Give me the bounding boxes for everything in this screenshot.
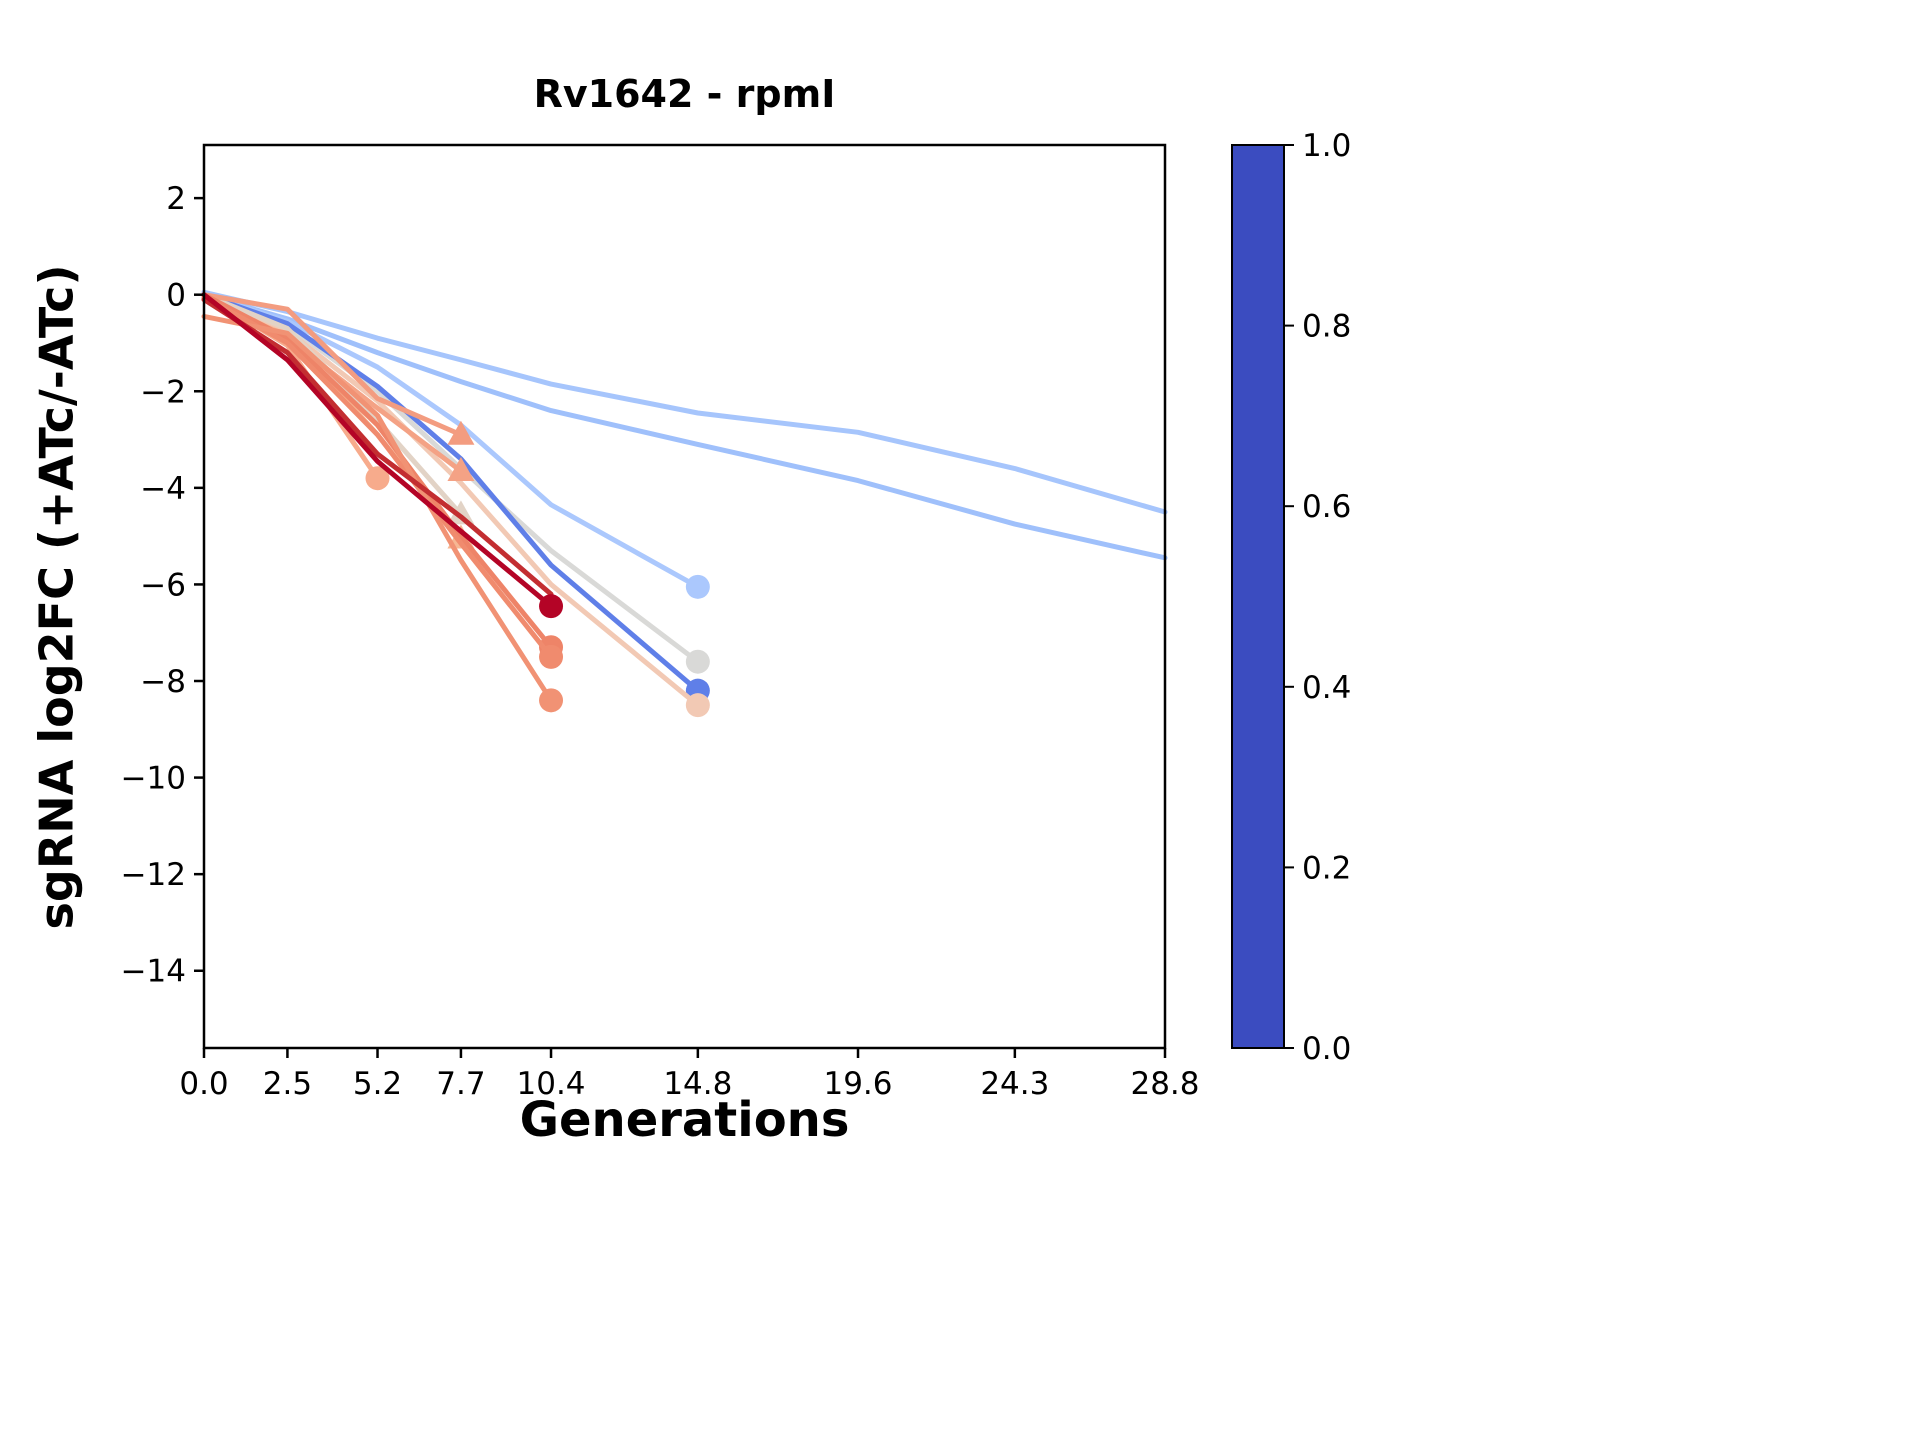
plot-spines	[202, 143, 1167, 1050]
series-marker-sg16	[365, 466, 390, 491]
y-tick-label: −4	[140, 471, 186, 507]
series-line-sg02	[201, 292, 1168, 561]
colorbar-tick-label: 0.4	[1302, 670, 1351, 706]
x-tick-label: 19.6	[823, 1066, 892, 1102]
chart-title: Rv1642 - rpmI	[533, 72, 836, 116]
x-tick-label: 7.7	[436, 1066, 485, 1102]
x-tick-label: 14.8	[663, 1066, 732, 1102]
x-tick-label: 0.0	[179, 1066, 228, 1102]
series-lines	[201, 289, 1168, 718]
y-tick-label: −8	[140, 664, 186, 700]
series-marker-sg11	[539, 688, 564, 713]
x-tick-label: 28.8	[1130, 1066, 1199, 1102]
y-tick-label: −12	[121, 857, 186, 893]
series-marker-sg12	[447, 420, 475, 445]
y-tick-label: −2	[140, 374, 186, 410]
colorbar-tick-label: 0.0	[1302, 1031, 1351, 1067]
colorbar: 1.0 0.8 0.6 0.4 0.2 0.0	[1231, 128, 1351, 1067]
y-tick-label: −10	[121, 761, 186, 797]
series-line-sg07	[201, 292, 554, 609]
x-tick-label: 10.4	[517, 1066, 586, 1102]
x-axis: 0.0 2.5 5.2 7.7 10.4 14.8 19.6 24.3 28.8	[179, 1048, 1200, 1102]
x-tick-label: 24.3	[980, 1066, 1049, 1102]
series-marker-sg10	[539, 644, 564, 669]
y-axis: 2 0 −2 −4 −6 −8 −10 −12 −14	[121, 181, 204, 990]
series-line-sg11	[201, 313, 554, 703]
series-marker-sg13	[447, 456, 475, 481]
colorbar-outline	[1231, 144, 1285, 1049]
colorbar-tick-label: 1.0	[1302, 128, 1351, 164]
series-marker-sg14	[447, 500, 475, 525]
series-line-sg08	[201, 297, 554, 597]
colorbar-tick-label: 0.8	[1302, 309, 1351, 345]
series-marker-sg03	[685, 574, 710, 599]
y-axis-label: sgRNA log2FC (+ATc/-ATc)	[29, 264, 83, 929]
y-tick-label: 0	[166, 278, 186, 314]
series-marker-sg06	[685, 693, 710, 718]
colorbar-tick-label: 0.2	[1302, 850, 1351, 886]
series-line-sg09	[201, 292, 554, 650]
colorbar-tick-label: 0.6	[1302, 489, 1351, 525]
x-tick-label: 5.2	[353, 1066, 402, 1102]
x-axis-label: Generations	[519, 1092, 850, 1148]
y-tick-label: −14	[121, 954, 186, 990]
series-line-sg12	[201, 292, 464, 438]
series-marker-sg07	[539, 594, 564, 619]
series-line-sg01	[201, 289, 1168, 515]
series-line-sg05	[201, 292, 701, 694]
y-tick-label: −6	[140, 567, 186, 603]
x-tick-label: 2.5	[263, 1066, 312, 1102]
y-tick-label: 2	[166, 181, 186, 217]
series-marker-sg04	[685, 649, 710, 674]
